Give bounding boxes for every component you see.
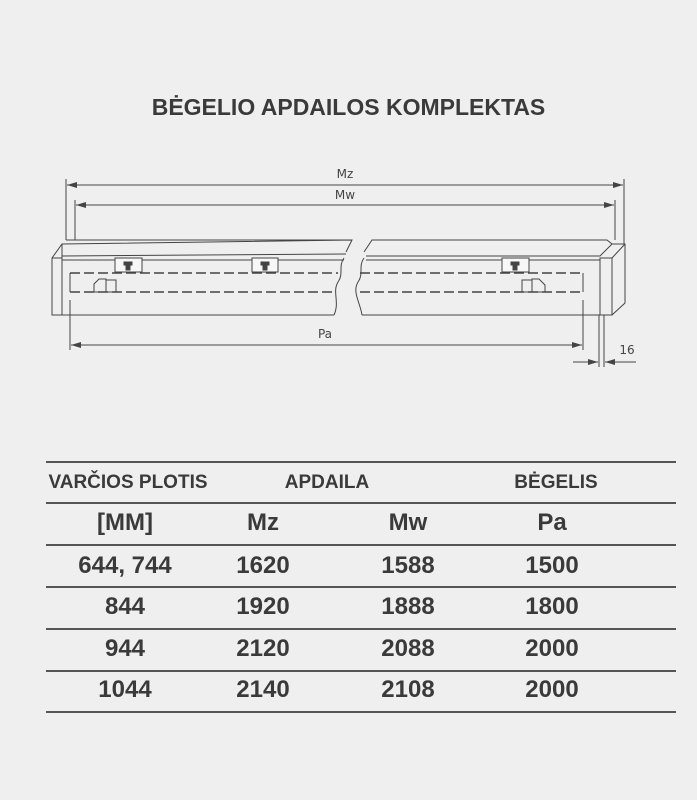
mw-label: Mw xyxy=(335,188,355,202)
thickness-label: 16 xyxy=(619,343,634,357)
table-divider xyxy=(46,461,676,463)
header-door-width: VARČIOS PLOTIS xyxy=(48,472,208,493)
cell-mw: 1588 xyxy=(381,552,435,579)
cell-mw: 1888 xyxy=(381,593,435,620)
cell-pa: 1500 xyxy=(525,552,579,579)
cell-mz: 1620 xyxy=(236,552,290,579)
rail-left-section xyxy=(51,239,353,316)
mounting-bracket xyxy=(251,257,279,273)
mz-label: Mz xyxy=(337,167,354,181)
rail-right-section xyxy=(355,239,626,316)
mounting-bracket xyxy=(501,257,530,273)
column-header-mw: Mw xyxy=(388,509,428,536)
cell-mz: 2120 xyxy=(236,635,290,662)
cell-mw: 2088 xyxy=(381,635,435,662)
cell-door-width: 644, 744 xyxy=(78,552,172,579)
pa-label: Pa xyxy=(318,327,332,341)
cell-mz: 1920 xyxy=(236,593,290,620)
page-title: BĖGELIO APDAILOS KOMPLEKTAS xyxy=(151,94,546,120)
column-header-pa: Pa xyxy=(537,509,567,536)
table-divider xyxy=(46,628,676,630)
table-divider xyxy=(46,586,676,588)
column-header-mm: [MM] xyxy=(97,509,153,536)
table-divider xyxy=(46,670,676,672)
table-divider xyxy=(46,711,676,713)
cell-pa: 1800 xyxy=(525,593,579,620)
cell-pa: 2000 xyxy=(525,676,579,703)
header-rail: BĖGELIS xyxy=(514,472,598,493)
column-header-mz: Mz xyxy=(247,509,279,536)
end-stopper-left xyxy=(93,278,117,293)
end-stopper-right xyxy=(521,278,546,293)
cell-mw: 2108 xyxy=(381,676,435,703)
table-divider xyxy=(46,544,676,546)
cell-door-width: 944 xyxy=(104,635,146,662)
cell-door-width: 844 xyxy=(104,593,146,620)
header-trim: APDAILA xyxy=(284,472,370,493)
hidden-profile-lines xyxy=(70,272,583,293)
table-divider xyxy=(46,502,676,504)
cell-door-width: 1044 xyxy=(98,676,152,703)
cell-mz: 2140 xyxy=(236,676,290,703)
mounting-bracket xyxy=(114,257,143,273)
cell-pa: 2000 xyxy=(525,635,579,662)
